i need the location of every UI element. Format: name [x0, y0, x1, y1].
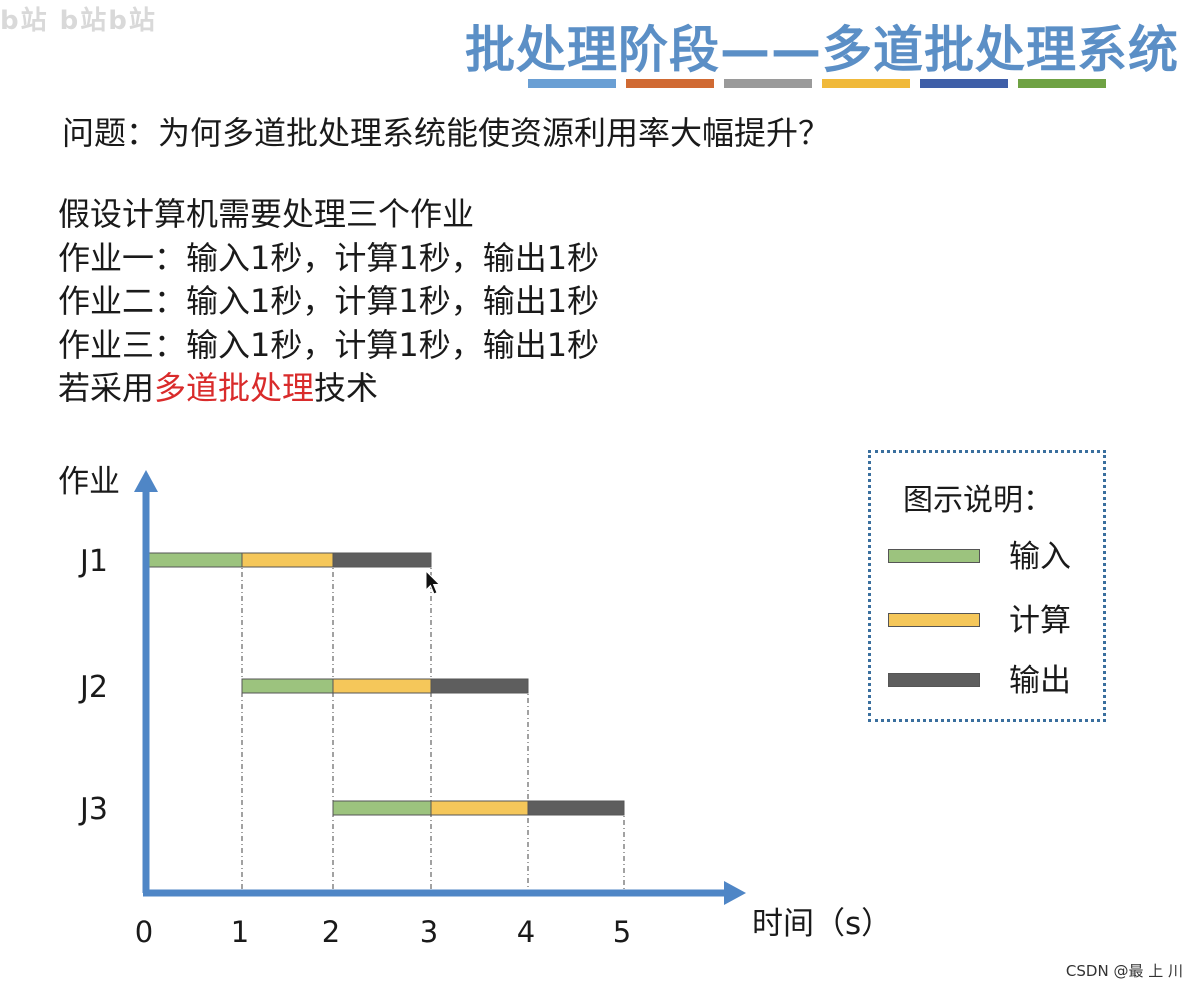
- bar-j3-segment: [527, 800, 625, 816]
- job-line-2: 作业二：输入1秒，计算1秒，输出1秒: [58, 282, 600, 320]
- bar-j2-segment: [332, 678, 432, 694]
- technique-suffix: 技术: [314, 369, 379, 407]
- technique-highlight: 多道批处理: [154, 369, 315, 407]
- technique-prefix: 若采用: [58, 369, 155, 407]
- color-stripe: [920, 79, 1008, 88]
- job-line-1: 作业一：输入1秒，计算1秒，输出1秒: [58, 238, 600, 277]
- x-tick-label: 2: [322, 915, 340, 949]
- color-stripes: [528, 79, 1106, 88]
- x-tick-label: 5: [613, 915, 631, 949]
- x-tick-label: 0: [135, 915, 153, 949]
- technique-line: 若采用多道批处理技术: [58, 367, 599, 411]
- bar-j1-segment: [241, 552, 334, 568]
- bar-j2-segment: [430, 678, 529, 694]
- y-axis-arrow-icon: [134, 470, 158, 492]
- watermark: b站 b站b站: [0, 6, 157, 36]
- x-axis-arrow-icon: [724, 881, 746, 905]
- bar-j3-segment: [430, 800, 529, 816]
- color-stripe: [724, 79, 812, 88]
- question-text: 问题：为何多道批处理系统能使资源利用率大幅提升？: [62, 114, 831, 152]
- legend-label-input: 输入: [1009, 539, 1071, 575]
- page-title: 批处理阶段——多道批处理系统: [465, 21, 1179, 79]
- color-stripe: [528, 79, 616, 88]
- x-tick-label: 3: [420, 915, 438, 949]
- assumption-line: 假设计算机需要处理三个作业: [58, 195, 475, 233]
- x-tick-label: 4: [517, 915, 535, 949]
- job-label: J1: [78, 544, 108, 579]
- legend-box: 图示说明： 输入 计算 输出: [868, 450, 1106, 722]
- assumption-block: 假设计算机需要处理三个作业 作业一：输入1秒，计算1秒，输出1秒 作业二：输入1…: [58, 193, 599, 411]
- bar-j1-segment: [332, 552, 432, 568]
- mouse-cursor-icon: [425, 570, 441, 595]
- bar-j3-segment: [332, 800, 432, 816]
- color-stripe: [822, 79, 910, 88]
- color-stripe: [626, 79, 714, 88]
- job-line-3: 作业三：输入1秒，计算1秒，输出1秒: [58, 325, 600, 364]
- footer-watermark: CSDN @最 上 川: [1065, 962, 1183, 980]
- x-axis-title: 时间（s）: [752, 906, 892, 942]
- x-tick-label: 1: [231, 915, 249, 949]
- color-stripe: [1018, 79, 1106, 88]
- legend-label-compute: 计算: [1009, 603, 1071, 639]
- bar-j2-segment: [241, 678, 334, 694]
- legend-title: 图示说明：: [903, 483, 1053, 518]
- legend-swatch-input: [888, 549, 980, 563]
- bar-j1-segment: [145, 552, 243, 568]
- y-axis-title: 作业: [58, 464, 120, 500]
- legend-label-output: 输出: [1009, 663, 1071, 699]
- legend-swatch-output: [888, 673, 980, 687]
- legend-swatch-compute: [888, 613, 980, 627]
- job-label: J2: [78, 670, 108, 705]
- job-label: J3: [78, 792, 108, 827]
